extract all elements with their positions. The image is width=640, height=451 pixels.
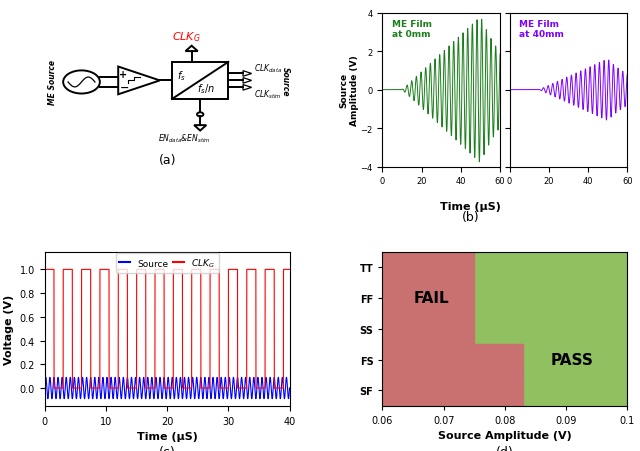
Bar: [383, 313, 474, 345]
Text: $f_s$: $f_s$: [177, 69, 186, 83]
Text: Time (μS): Time (μS): [440, 202, 501, 212]
Text: $CLK_{stim}$: $CLK_{stim}$: [254, 88, 282, 101]
Text: PASS: PASS: [550, 352, 593, 367]
Text: $EN_{data}$&$EN_{stim}$: $EN_{data}$&$EN_{stim}$: [158, 132, 211, 144]
Text: ME Source: ME Source: [47, 60, 57, 105]
Text: (d): (d): [496, 445, 514, 451]
Text: ME Film
at 40mm: ME Film at 40mm: [519, 20, 564, 39]
Text: −: −: [120, 83, 129, 93]
Text: $CLK_{data}$: $CLK_{data}$: [254, 62, 282, 74]
X-axis label: Source Amplitude (V): Source Amplitude (V): [438, 430, 572, 441]
Text: (a): (a): [159, 153, 176, 166]
Text: FAIL: FAIL: [413, 291, 449, 306]
Y-axis label: Voltage (V): Voltage (V): [4, 294, 14, 364]
X-axis label: Time (μS): Time (μS): [137, 431, 198, 441]
Text: Source: Source: [282, 66, 291, 96]
Bar: [383, 283, 474, 313]
Bar: [383, 252, 474, 283]
Text: $CLK_G$: $CLK_G$: [172, 30, 201, 43]
Text: (b): (b): [461, 211, 479, 224]
Bar: [383, 345, 524, 375]
Text: +: +: [120, 70, 127, 80]
Text: $f_s/n$: $f_s/n$: [197, 82, 215, 96]
Legend: Source, $CLK_G$: Source, $CLK_G$: [116, 253, 218, 273]
Y-axis label: Source
Amplitude (V): Source Amplitude (V): [340, 55, 359, 126]
Bar: [172, 63, 228, 100]
Text: ME Film
at 0mm: ME Film at 0mm: [392, 20, 432, 39]
Bar: [383, 375, 524, 406]
Text: (c): (c): [159, 445, 175, 451]
